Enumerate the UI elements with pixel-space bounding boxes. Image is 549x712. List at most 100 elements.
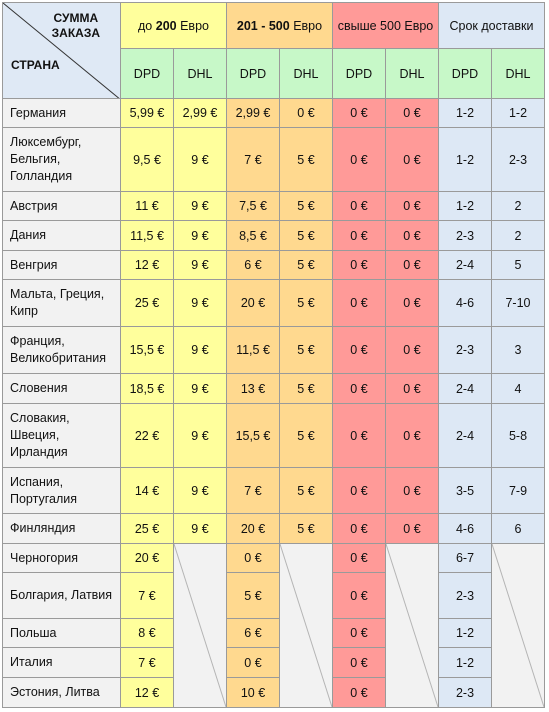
tier2-dpd-header: DPD <box>226 48 280 99</box>
tier3-dhl-cell: 0 € <box>385 373 439 404</box>
tier1-amount: 200 <box>155 18 177 33</box>
tier3-dhl-cell: 0 € <box>385 326 439 374</box>
tier2-dhl-cell: 5 € <box>279 279 333 327</box>
table-row: Люксембург, Бельгия, Голландия 9,5 €9 €7 … <box>2 127 545 192</box>
tier2-amount: 201 - 500 <box>236 18 290 33</box>
tier1-dhl-cell: 9 € <box>173 326 227 374</box>
diagonal-strike-icon <box>492 544 544 707</box>
country-column-label: СТРАНА <box>11 58 60 72</box>
tier3-dhl-cell: 0 € <box>385 513 439 544</box>
tier3-dhl-cell: 0 € <box>385 191 439 221</box>
tier3-dpd-cell: 0 € <box>332 513 386 544</box>
tier1-suffix: Евро <box>180 18 209 33</box>
table-row: Венгрия 12 €9 €6 €5 €0 €0 €2-4 5 <box>2 250 545 280</box>
tier1-dhl-cell: 9 € <box>173 250 227 280</box>
delivery-dhl-cell: 4 <box>491 373 545 404</box>
delivery-dpd-header: DPD <box>438 48 492 99</box>
diagonal-strike-icon <box>386 544 438 707</box>
tier-over-500-header: свыше 500 Евро <box>332 2 439 49</box>
tier2-dpd-cell: 15,5 € <box>226 403 280 468</box>
tier2-dpd-cell: 0 € <box>226 543 280 573</box>
tier1-dhl-cell: 9 € <box>173 403 227 468</box>
tier3-dpd-cell: 0 € <box>332 647 386 678</box>
country-name-cell: Дания <box>2 220 121 251</box>
country-name-cell: Польша <box>2 618 121 648</box>
table-row: Италия 7 € 0 € 0 € 1-2 <box>2 647 545 678</box>
delivery-dhl-cell: 1-2 <box>491 98 545 128</box>
country-name-cell: Испания, Португалия <box>2 467 121 514</box>
delivery-dpd-cell: 2-4 <box>438 403 492 468</box>
tier3-dhl-cell: 0 € <box>385 220 439 251</box>
tier3-dpd-cell: 0 € <box>332 250 386 280</box>
tier1-dpd-cell: 12 € <box>120 677 174 708</box>
diagonal-strike-icon <box>174 544 226 707</box>
tier1-dhl-cell: 2,99 € <box>173 98 227 128</box>
delivery-dpd-cell: 2-4 <box>438 250 492 280</box>
tier3-dhl-cell: 0 € <box>385 127 439 192</box>
tier1-dpd-cell: 11 € <box>120 191 174 221</box>
tier2-dpd-cell: 10 € <box>226 677 280 708</box>
country-name-cell: Эстония, Литва <box>2 677 121 708</box>
delivery-dhl-cell: 5 <box>491 250 545 280</box>
delivery-dhl-cell: 2-3 <box>491 127 545 192</box>
tier2-dpd-cell: 7,5 € <box>226 191 280 221</box>
tier3-dhl-cell: 0 € <box>385 250 439 280</box>
tier2-dpd-cell: 7 € <box>226 127 280 192</box>
tier2-dpd-cell: 6 € <box>226 618 280 648</box>
tier1-dpd-cell: 14 € <box>120 467 174 514</box>
delivery-dpd-cell: 3-5 <box>438 467 492 514</box>
delivery-dhl-not-available-cell <box>491 543 545 708</box>
tier3-dpd-cell: 0 € <box>332 618 386 648</box>
tier1-dhl-cell: 9 € <box>173 127 227 192</box>
tier2-dhl-cell: 5 € <box>279 513 333 544</box>
tier1-dhl-cell: 9 € <box>173 373 227 404</box>
tier2-dhl-cell: 5 € <box>279 467 333 514</box>
delivery-dpd-cell: 1-2 <box>438 191 492 221</box>
tier2-dhl-not-available-cell <box>279 543 333 708</box>
country-name-cell: Болгария, Латвия <box>2 572 121 619</box>
country-name-cell: Австрия <box>2 191 121 221</box>
delivery-dpd-cell: 1-2 <box>438 618 492 648</box>
country-name-cell: Германия <box>2 98 121 128</box>
delivery-dhl-header: DHL <box>491 48 545 99</box>
tier-201-500-header: 201 - 500 Евро <box>226 2 333 49</box>
tier1-dpd-cell: 7 € <box>120 572 174 619</box>
table-row: Словения 18,5 €9 €13 €5 €0 €0 €2-4 4 <box>2 373 545 404</box>
tier2-dpd-cell: 13 € <box>226 373 280 404</box>
tier1-dpd-cell: 25 € <box>120 513 174 544</box>
tier1-dhl-header: DHL <box>173 48 227 99</box>
tier3-dpd-cell: 0 € <box>332 279 386 327</box>
tier3-dpd-cell: 0 € <box>332 467 386 514</box>
country-name-cell: Мальта, Греция, Кипр <box>2 279 121 327</box>
tier3-dpd-cell: 0 € <box>332 572 386 619</box>
tier2-dpd-cell: 11,5 € <box>226 326 280 374</box>
table-row: Словакия, Швеция, Ирландия 22 €9 €15,5 €5… <box>2 403 545 468</box>
table-row: Германия 5,99 €2,99 €2,99 €0 €0 €0 €1-2 1-… <box>2 98 545 128</box>
order-sum-label: СУММА ЗАКАЗА <box>52 11 100 41</box>
table-row: Эстония, Литва 12 € 10 € 0 € 2-3 <box>2 677 545 708</box>
country-name-cell: Франция, Великобритания <box>2 326 121 374</box>
corner-diagonal-line <box>3 3 119 98</box>
table-row: Дания 11,5 €9 €8,5 €5 €0 €0 €2-3 2 <box>2 220 545 251</box>
diagonal-strike-icon <box>280 544 332 707</box>
tier2-dhl-cell: 5 € <box>279 403 333 468</box>
delivery-dhl-cell: 2 <box>491 220 545 251</box>
table-row: Польша 8 € 6 € 0 € 1-2 <box>2 618 545 648</box>
delivery-dpd-cell: 4-6 <box>438 279 492 327</box>
delivery-dpd-cell: 2-3 <box>438 677 492 708</box>
tier2-dpd-cell: 2,99 € <box>226 98 280 128</box>
tier3-dpd-header: DPD <box>332 48 386 99</box>
delivery-dhl-cell: 6 <box>491 513 545 544</box>
tier2-dhl-cell: 0 € <box>279 98 333 128</box>
tier3-dhl-cell: 0 € <box>385 403 439 468</box>
corner-header-cell: СУММА ЗАКАЗА СТРАНА <box>2 2 121 99</box>
tier-up-to-200-header: до 200 Евро <box>120 2 227 49</box>
tier1-dhl-cell: 9 € <box>173 279 227 327</box>
country-name-cell: Словакия, Швеция, Ирландия <box>2 403 121 468</box>
delivery-dpd-cell: 2-3 <box>438 572 492 619</box>
tier1-dhl-cell: 9 € <box>173 220 227 251</box>
tier3-dpd-cell: 0 € <box>332 220 386 251</box>
delivery-dpd-cell: 4-6 <box>438 513 492 544</box>
table-row: Финляндия 25 €9 €20 €5 €0 €0 €4-6 6 <box>2 513 545 544</box>
table-row: Болгария, Латвия 7 € 5 € 0 € 2-3 <box>2 572 545 619</box>
